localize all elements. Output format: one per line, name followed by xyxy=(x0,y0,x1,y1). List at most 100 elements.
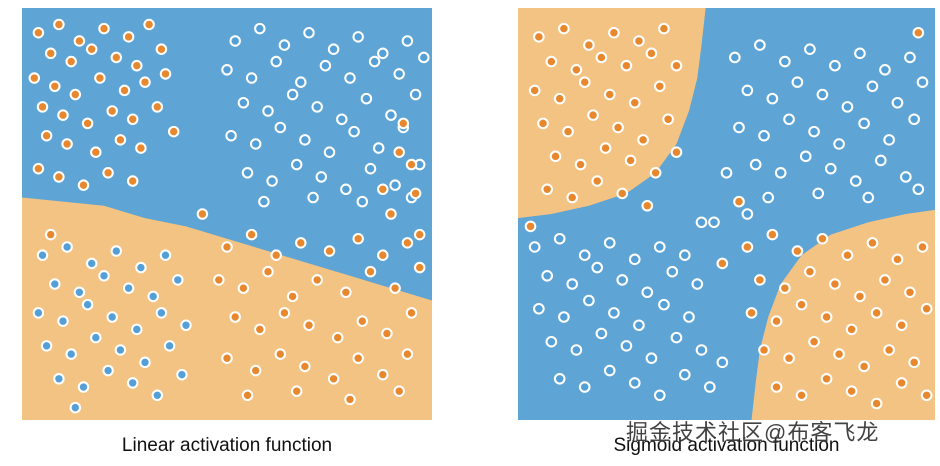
data-point xyxy=(286,88,299,101)
data-point xyxy=(262,265,274,278)
data-point xyxy=(32,307,45,319)
blue-data-points xyxy=(32,22,430,414)
data-point xyxy=(401,35,414,47)
data-point xyxy=(733,195,745,208)
data-point xyxy=(841,101,854,113)
data-point xyxy=(278,39,291,51)
data-point xyxy=(920,302,933,315)
data-point xyxy=(221,352,233,364)
data-point xyxy=(360,92,373,105)
data-point xyxy=(106,105,118,117)
watermark-text: 掘金技术社区@布客飞龙 xyxy=(626,420,880,445)
data-point xyxy=(628,253,641,266)
data-point xyxy=(620,340,633,352)
data-point xyxy=(766,92,779,105)
data-point xyxy=(143,18,155,31)
data-point xyxy=(866,237,879,249)
data-point xyxy=(151,389,164,402)
data-point xyxy=(290,158,303,171)
data-point xyxy=(385,109,397,121)
data-point xyxy=(44,47,57,60)
data-point xyxy=(708,216,720,229)
data-point xyxy=(595,327,608,340)
data-point xyxy=(912,183,925,196)
data-point xyxy=(110,245,123,257)
data-point xyxy=(904,51,916,64)
data-point xyxy=(549,150,562,163)
data-point xyxy=(28,72,41,84)
data-point xyxy=(829,59,841,72)
data-point xyxy=(229,35,241,47)
data-point xyxy=(612,121,624,134)
data-point xyxy=(541,270,554,282)
data-point xyxy=(139,356,151,369)
data-point xyxy=(870,307,883,319)
data-point xyxy=(603,88,616,101)
data-point xyxy=(401,348,414,360)
data-point xyxy=(904,286,916,299)
data-point xyxy=(758,129,770,142)
data-point xyxy=(866,80,879,93)
data-point xyxy=(118,84,131,97)
data-point xyxy=(303,319,315,332)
data-point xyxy=(829,278,841,290)
data-point xyxy=(241,167,254,179)
data-point xyxy=(899,171,912,183)
data-point xyxy=(245,228,258,241)
data-point xyxy=(126,113,139,126)
decision-region-orange xyxy=(751,209,935,420)
data-point xyxy=(804,265,816,278)
data-point xyxy=(73,35,86,47)
data-point xyxy=(270,249,282,261)
data-point xyxy=(53,171,65,183)
data-point xyxy=(155,307,168,319)
data-point xyxy=(678,368,691,381)
data-point xyxy=(783,352,795,364)
data-point xyxy=(352,352,364,364)
data-point xyxy=(799,150,812,163)
data-point xyxy=(245,72,258,84)
data-point xyxy=(372,142,385,154)
data-point xyxy=(135,142,147,154)
data-point xyxy=(578,76,591,88)
data-point xyxy=(180,319,192,332)
data-point xyxy=(741,208,754,220)
data-point xyxy=(649,167,662,179)
data-point xyxy=(603,364,616,377)
data-point xyxy=(628,377,641,389)
data-point xyxy=(327,43,340,55)
data-point xyxy=(916,241,929,253)
data-point xyxy=(172,274,184,286)
data-point xyxy=(53,18,65,31)
data-point xyxy=(299,134,311,146)
decision-region-blue xyxy=(22,8,432,301)
orange-data-points xyxy=(28,18,426,406)
data-point xyxy=(213,274,225,286)
data-point xyxy=(98,22,110,35)
data-point xyxy=(645,47,658,60)
data-point xyxy=(741,241,754,253)
data-point xyxy=(327,373,340,385)
data-point xyxy=(377,368,389,381)
data-point xyxy=(912,26,925,39)
data-point xyxy=(841,249,854,261)
data-point xyxy=(401,237,414,249)
data-point xyxy=(409,187,422,200)
data-point xyxy=(85,257,98,270)
data-point xyxy=(241,389,254,402)
decision-region-orange xyxy=(518,8,706,219)
data-point xyxy=(533,302,545,315)
data-point xyxy=(695,216,708,229)
data-point xyxy=(628,96,641,109)
data-point xyxy=(791,245,804,257)
data-point xyxy=(553,232,566,245)
data-point xyxy=(311,274,323,286)
data-point xyxy=(110,51,123,64)
data-point xyxy=(249,138,262,150)
data-point xyxy=(758,344,770,356)
data-point xyxy=(237,96,250,109)
data-point xyxy=(98,270,110,282)
data-point xyxy=(377,249,389,261)
data-point xyxy=(254,22,266,35)
sigmoid-decision-boundary-plot xyxy=(518,8,935,420)
